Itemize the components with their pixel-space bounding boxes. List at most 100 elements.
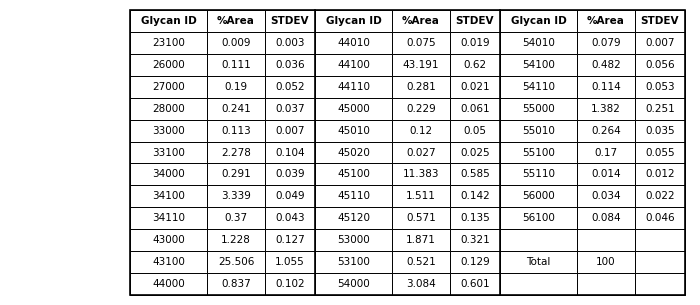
Bar <box>130 10 685 295</box>
Bar <box>265 54 315 76</box>
Text: 0.62: 0.62 <box>463 60 486 70</box>
Bar <box>393 163 449 185</box>
Text: 0.037: 0.037 <box>275 104 304 114</box>
Bar <box>315 98 393 120</box>
Bar <box>393 207 449 229</box>
Bar <box>315 142 393 163</box>
Text: 0.281: 0.281 <box>406 82 436 92</box>
Text: Glycan ID: Glycan ID <box>326 16 382 26</box>
Text: 0.17: 0.17 <box>594 148 617 157</box>
Text: 45100: 45100 <box>337 169 370 179</box>
Bar <box>449 229 500 251</box>
Text: 26000: 26000 <box>153 60 185 70</box>
Bar <box>315 185 393 207</box>
Bar <box>449 163 500 185</box>
Bar <box>393 273 449 295</box>
Bar <box>130 10 207 32</box>
Text: 0.027: 0.027 <box>406 148 436 157</box>
Bar <box>315 76 393 98</box>
Bar <box>578 142 634 163</box>
Text: 28000: 28000 <box>153 104 185 114</box>
Bar <box>315 10 393 32</box>
Text: 43000: 43000 <box>153 235 185 245</box>
Bar <box>207 32 265 54</box>
Text: 0.036: 0.036 <box>275 60 304 70</box>
Bar <box>207 76 265 98</box>
Bar <box>578 163 634 185</box>
Text: 0.056: 0.056 <box>645 60 675 70</box>
Bar <box>265 207 315 229</box>
Text: 44110: 44110 <box>337 82 370 92</box>
Bar <box>130 98 207 120</box>
Bar <box>634 251 685 273</box>
Bar <box>265 10 315 32</box>
Text: STDEV: STDEV <box>270 16 309 26</box>
Text: 0.482: 0.482 <box>591 60 621 70</box>
Text: 43100: 43100 <box>152 257 185 267</box>
Text: 53000: 53000 <box>337 235 370 245</box>
Text: 0.079: 0.079 <box>591 38 621 48</box>
Bar <box>634 185 685 207</box>
Bar <box>500 32 578 54</box>
Bar <box>265 76 315 98</box>
Text: 0.111: 0.111 <box>221 60 251 70</box>
Bar <box>500 229 578 251</box>
Text: 0.039: 0.039 <box>275 169 304 179</box>
Text: 0.012: 0.012 <box>645 169 675 179</box>
Bar <box>393 229 449 251</box>
Text: 0.104: 0.104 <box>275 148 304 157</box>
Bar <box>500 10 578 32</box>
Bar <box>393 120 449 142</box>
Bar <box>449 207 500 229</box>
Bar <box>449 273 500 295</box>
Text: 1.228: 1.228 <box>221 235 251 245</box>
Bar <box>578 32 634 54</box>
Text: 3.084: 3.084 <box>406 279 436 289</box>
Text: 44010: 44010 <box>337 38 370 48</box>
Bar <box>207 229 265 251</box>
Text: 0.021: 0.021 <box>460 82 489 92</box>
Bar <box>578 185 634 207</box>
Bar <box>130 142 207 163</box>
Text: 56100: 56100 <box>522 213 555 223</box>
Text: 55100: 55100 <box>522 148 555 157</box>
Bar <box>265 142 315 163</box>
Bar <box>207 207 265 229</box>
Text: 55110: 55110 <box>522 169 555 179</box>
Bar <box>578 54 634 76</box>
Text: 0.837: 0.837 <box>221 279 251 289</box>
Bar <box>634 32 685 54</box>
Text: 0.035: 0.035 <box>645 126 675 136</box>
Text: 0.291: 0.291 <box>221 169 251 179</box>
Text: 0.061: 0.061 <box>460 104 489 114</box>
Text: 45020: 45020 <box>337 148 370 157</box>
Bar <box>130 273 207 295</box>
Bar <box>500 98 578 120</box>
Text: 0.521: 0.521 <box>406 257 436 267</box>
Bar <box>265 229 315 251</box>
Text: 33000: 33000 <box>153 126 185 136</box>
Text: 0.142: 0.142 <box>460 191 489 201</box>
Text: 54100: 54100 <box>522 60 555 70</box>
Bar <box>315 207 393 229</box>
Bar <box>207 142 265 163</box>
Bar <box>634 229 685 251</box>
Text: Glycan ID: Glycan ID <box>141 16 197 26</box>
Text: 0.19: 0.19 <box>225 82 248 92</box>
Text: 0.113: 0.113 <box>221 126 251 136</box>
Bar <box>315 251 393 273</box>
Bar <box>634 163 685 185</box>
Bar <box>130 76 207 98</box>
Text: 0.129: 0.129 <box>460 257 489 267</box>
Bar <box>315 54 393 76</box>
Text: 0.007: 0.007 <box>645 38 675 48</box>
Text: 0.102: 0.102 <box>275 279 304 289</box>
Bar <box>265 185 315 207</box>
Text: 0.025: 0.025 <box>460 148 489 157</box>
Text: 56000: 56000 <box>522 191 555 201</box>
Bar <box>315 163 393 185</box>
Bar <box>500 76 578 98</box>
Text: 0.12: 0.12 <box>410 126 433 136</box>
Text: 0.055: 0.055 <box>645 148 675 157</box>
Bar <box>578 10 634 32</box>
